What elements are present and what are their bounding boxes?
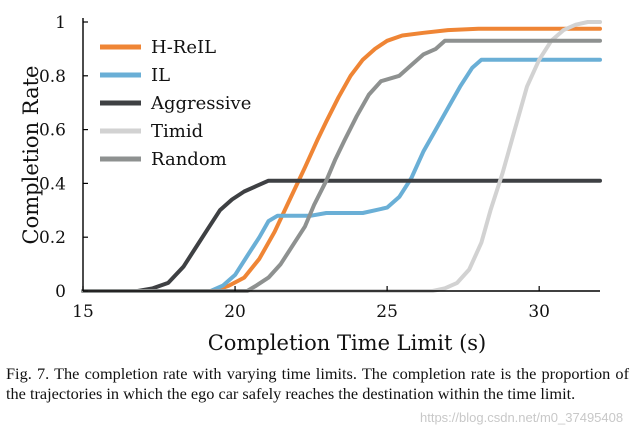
legend-label-aggressive: Aggressive xyxy=(150,93,251,114)
y-axis-label: Completion Rate xyxy=(19,66,43,245)
y-tick-label: 0.2 xyxy=(39,228,66,248)
x-tick-label: 20 xyxy=(224,302,246,322)
legend-label-timid: Timid xyxy=(151,121,203,142)
x-axis-label: Completion Time Limit (s) xyxy=(208,331,487,355)
completion-rate-chart: 15 20 25 30 0 0.2 0.4 0.6 0.8 1 H-ReIL IL Aggressiv… xyxy=(19,13,602,355)
legend-label-h-reil: H-ReIL xyxy=(151,37,216,58)
x-tick-label: 30 xyxy=(528,302,550,322)
series-line-il xyxy=(81,57,602,293)
watermark: https://blog.csdn.net/m0_37495408 xyxy=(420,410,624,425)
legend-label-random: Random xyxy=(151,149,227,170)
y-tick-label: 0.4 xyxy=(39,174,66,194)
series-line-timid xyxy=(81,20,602,293)
series-line-h-reil xyxy=(81,26,602,293)
y-tick-label: 0.6 xyxy=(39,121,66,141)
y-tick-label: 0.8 xyxy=(39,67,66,87)
x-tick-label: 15 xyxy=(72,302,94,322)
series-line-random xyxy=(81,38,602,293)
y-tick-label: 0 xyxy=(55,282,66,302)
legend-label-il: IL xyxy=(151,65,170,86)
x-tick-label: 25 xyxy=(376,302,398,322)
series-line-aggressive xyxy=(81,178,602,293)
y-tick-label: 1 xyxy=(55,13,66,33)
figure-caption: Fig. 7. The completion rate with varying… xyxy=(6,364,629,403)
